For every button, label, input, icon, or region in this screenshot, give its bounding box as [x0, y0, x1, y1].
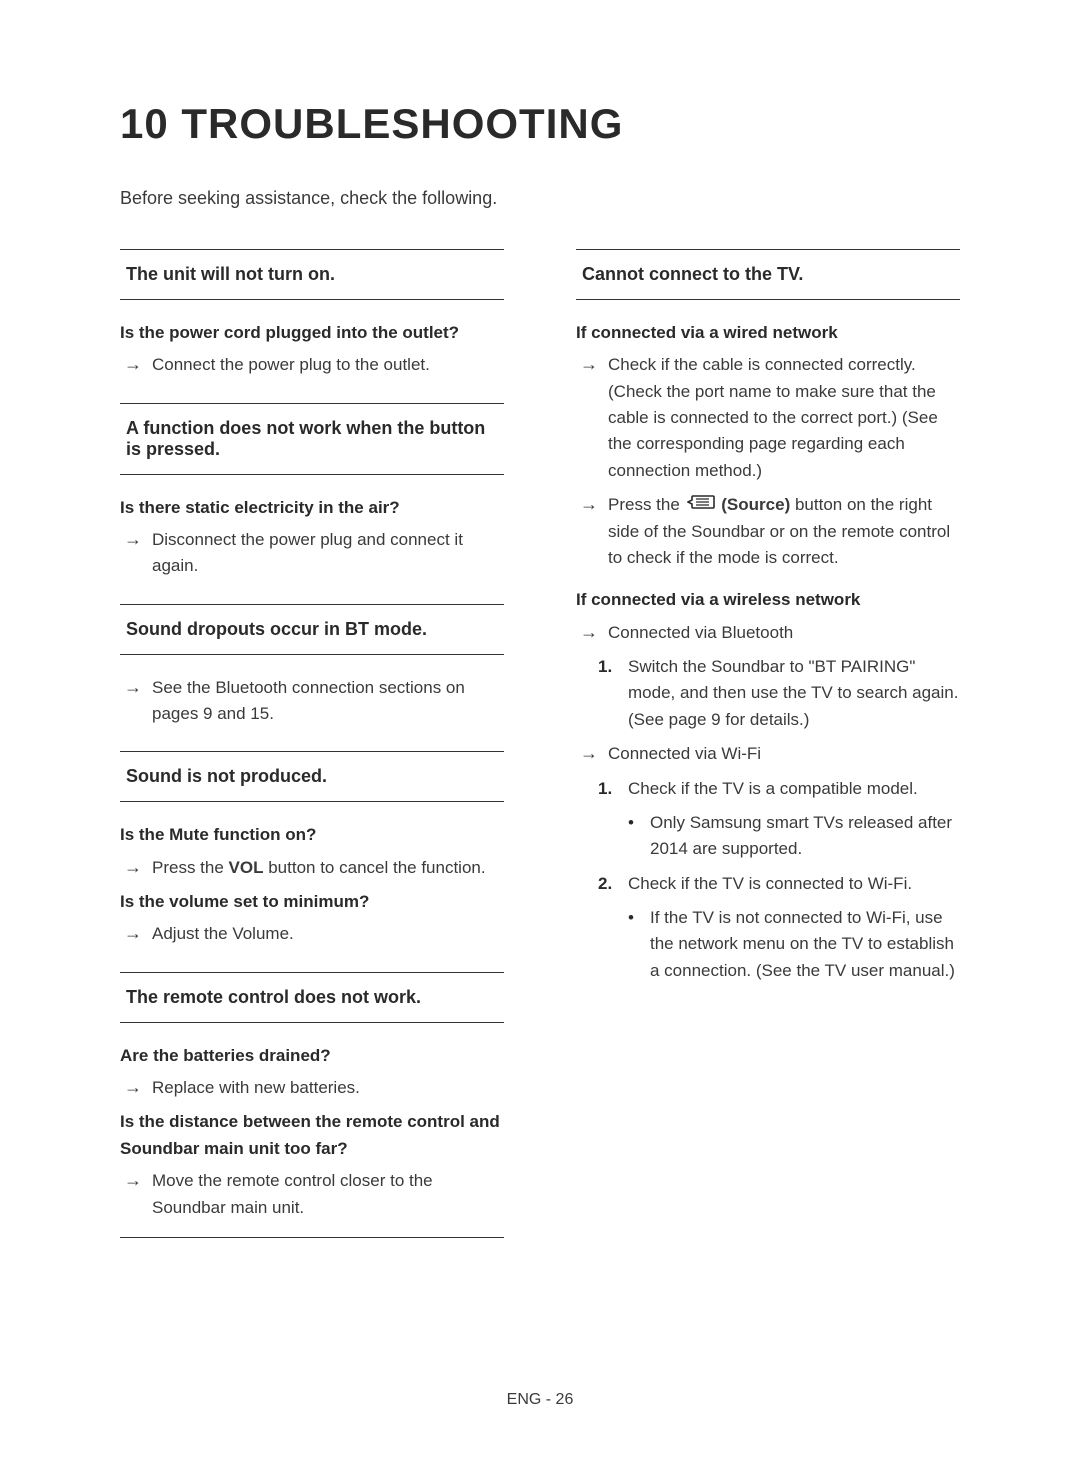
- numbered-step: 1. Switch the Soundbar to "BT PAIRING" m…: [576, 654, 960, 733]
- subsection: Is there static electricity in the air? …: [120, 495, 504, 580]
- text-fragment: Only: [650, 813, 690, 832]
- intro-text: Before seeking assistance, check the fol…: [120, 188, 960, 209]
- subsection: Is the power cord plugged into the outle…: [120, 320, 504, 379]
- answer-text: Connect the power plug to the outlet.: [152, 352, 504, 378]
- step-text: Switch the Soundbar to "BT PAIRING" mode…: [628, 654, 960, 733]
- bullet-item: • Only Samsung smart TVs released after …: [576, 810, 960, 863]
- left-column: The unit will not turn on. Is the power …: [120, 249, 504, 1238]
- bold-text: VOL: [229, 858, 264, 877]
- arrow-icon: →: [124, 1168, 142, 1193]
- question-text: Is there static electricity in the air?: [120, 495, 504, 521]
- answer-item: → Adjust the Volume.: [120, 921, 504, 947]
- step-number: 1.: [598, 776, 618, 802]
- answer-item: → Disconnect the power plug and connect …: [120, 527, 504, 580]
- arrow-icon: →: [580, 352, 598, 377]
- question-text: Is the Mute function on?: [120, 822, 504, 848]
- answer-text: Move the remote control closer to the So…: [152, 1168, 504, 1221]
- arrow-icon: →: [580, 492, 598, 517]
- right-column: Cannot connect to the TV. If connected v…: [576, 249, 960, 1238]
- bullet-text: If the TV is not connected to Wi-Fi, use…: [650, 905, 960, 984]
- answer-text: Adjust the Volume.: [152, 921, 504, 947]
- bold-text: Samsung smart TVs: [690, 813, 844, 832]
- answer-item: → Connected via Bluetooth: [576, 620, 960, 646]
- bullet-item: • If the TV is not connected to Wi-Fi, u…: [576, 905, 960, 984]
- answer-item: → See the Bluetooth connection sections …: [120, 675, 504, 728]
- bullet-icon: •: [628, 905, 640, 931]
- answer-item: → Press the VOL button to cancel the fun…: [120, 855, 504, 881]
- bold-text: (Source): [717, 495, 791, 514]
- arrow-icon: →: [124, 527, 142, 552]
- arrow-icon: →: [124, 675, 142, 700]
- step-text: Check if the TV is a compatible model.: [628, 776, 960, 802]
- arrow-icon: →: [124, 921, 142, 946]
- answer-item: → Press the (Source) button on the right…: [576, 492, 960, 571]
- answer-item: → Move the remote control closer to the …: [120, 1168, 504, 1221]
- section-heading-tv-connect: Cannot connect to the TV.: [576, 249, 960, 300]
- question-text: Is the volume set to minimum?: [120, 889, 504, 915]
- text-fragment: Switch the Soundbar to ": [628, 657, 815, 676]
- arrow-icon: →: [124, 1075, 142, 1100]
- text-fragment: button to cancel the function.: [264, 858, 486, 877]
- answer-item: → Connect the power plug to the outlet.: [120, 352, 504, 378]
- answer-text: Press the VOL button to cancel the funct…: [152, 855, 504, 881]
- answer-item: → Check if the cable is connected correc…: [576, 352, 960, 484]
- answer-item: → Replace with new batteries.: [120, 1075, 504, 1101]
- bullet-icon: •: [628, 810, 640, 836]
- connected-wifi-label: Connected via Wi-Fi: [608, 741, 960, 767]
- bold-text: BT PAIRING: [815, 657, 910, 676]
- connected-bt-label: Connected via Bluetooth: [608, 620, 960, 646]
- numbered-step: 2. Check if the TV is connected to Wi-Fi…: [576, 871, 960, 897]
- page-title: 10 TROUBLESHOOTING: [120, 100, 960, 148]
- answer-text: Disconnect the power plug and connect it…: [152, 527, 504, 580]
- arrow-icon: →: [124, 855, 142, 880]
- question-text: Is the power cord plugged into the outle…: [120, 320, 504, 346]
- sub-heading-wireless: If connected via a wireless network: [576, 587, 960, 613]
- numbered-step: 1. Check if the TV is a compatible model…: [576, 776, 960, 802]
- text-fragment: Press the: [608, 495, 685, 514]
- question-text: Is the distance between the remote contr…: [120, 1109, 504, 1162]
- section-heading-remote: The remote control does not work.: [120, 972, 504, 1023]
- subsection: Are the batteries drained? → Replace wit…: [120, 1043, 504, 1221]
- subsection: If connected via a wired network → Check…: [576, 320, 960, 571]
- source-icon: [687, 492, 715, 518]
- arrow-icon: →: [580, 741, 598, 766]
- sub-heading-wired: If connected via a wired network: [576, 320, 960, 346]
- subsection: Is the Mute function on? → Press the VOL…: [120, 822, 504, 947]
- subsection: If connected via a wireless network → Co…: [576, 587, 960, 983]
- step-number: 2.: [598, 871, 618, 897]
- section-heading-bt-dropout: Sound dropouts occur in BT mode.: [120, 604, 504, 655]
- content-columns: The unit will not turn on. Is the power …: [120, 249, 960, 1238]
- section-heading-power: The unit will not turn on.: [120, 249, 504, 300]
- text-fragment: Press the: [152, 858, 229, 877]
- section-heading-function: A function does not work when the button…: [120, 403, 504, 475]
- subsection: → See the Bluetooth connection sections …: [120, 675, 504, 728]
- answer-text: Replace with new batteries.: [152, 1075, 504, 1101]
- answer-text: See the Bluetooth connection sections on…: [152, 675, 504, 728]
- section-heading-no-sound: Sound is not produced.: [120, 751, 504, 802]
- arrow-icon: →: [580, 620, 598, 645]
- bullet-text: Only Samsung smart TVs released after 20…: [650, 810, 960, 863]
- answer-text: Check if the cable is connected correctl…: [608, 352, 960, 484]
- answer-item: → Connected via Wi-Fi: [576, 741, 960, 767]
- question-text: Are the batteries drained?: [120, 1043, 504, 1069]
- page-footer: ENG - 26: [0, 1391, 1080, 1409]
- section-end-rule: [120, 1237, 504, 1238]
- arrow-icon: →: [124, 352, 142, 377]
- answer-text: Press the (Source) button on the right s…: [608, 492, 960, 571]
- step-number: 1.: [598, 654, 618, 680]
- step-text: Check if the TV is connected to Wi-Fi.: [628, 871, 960, 897]
